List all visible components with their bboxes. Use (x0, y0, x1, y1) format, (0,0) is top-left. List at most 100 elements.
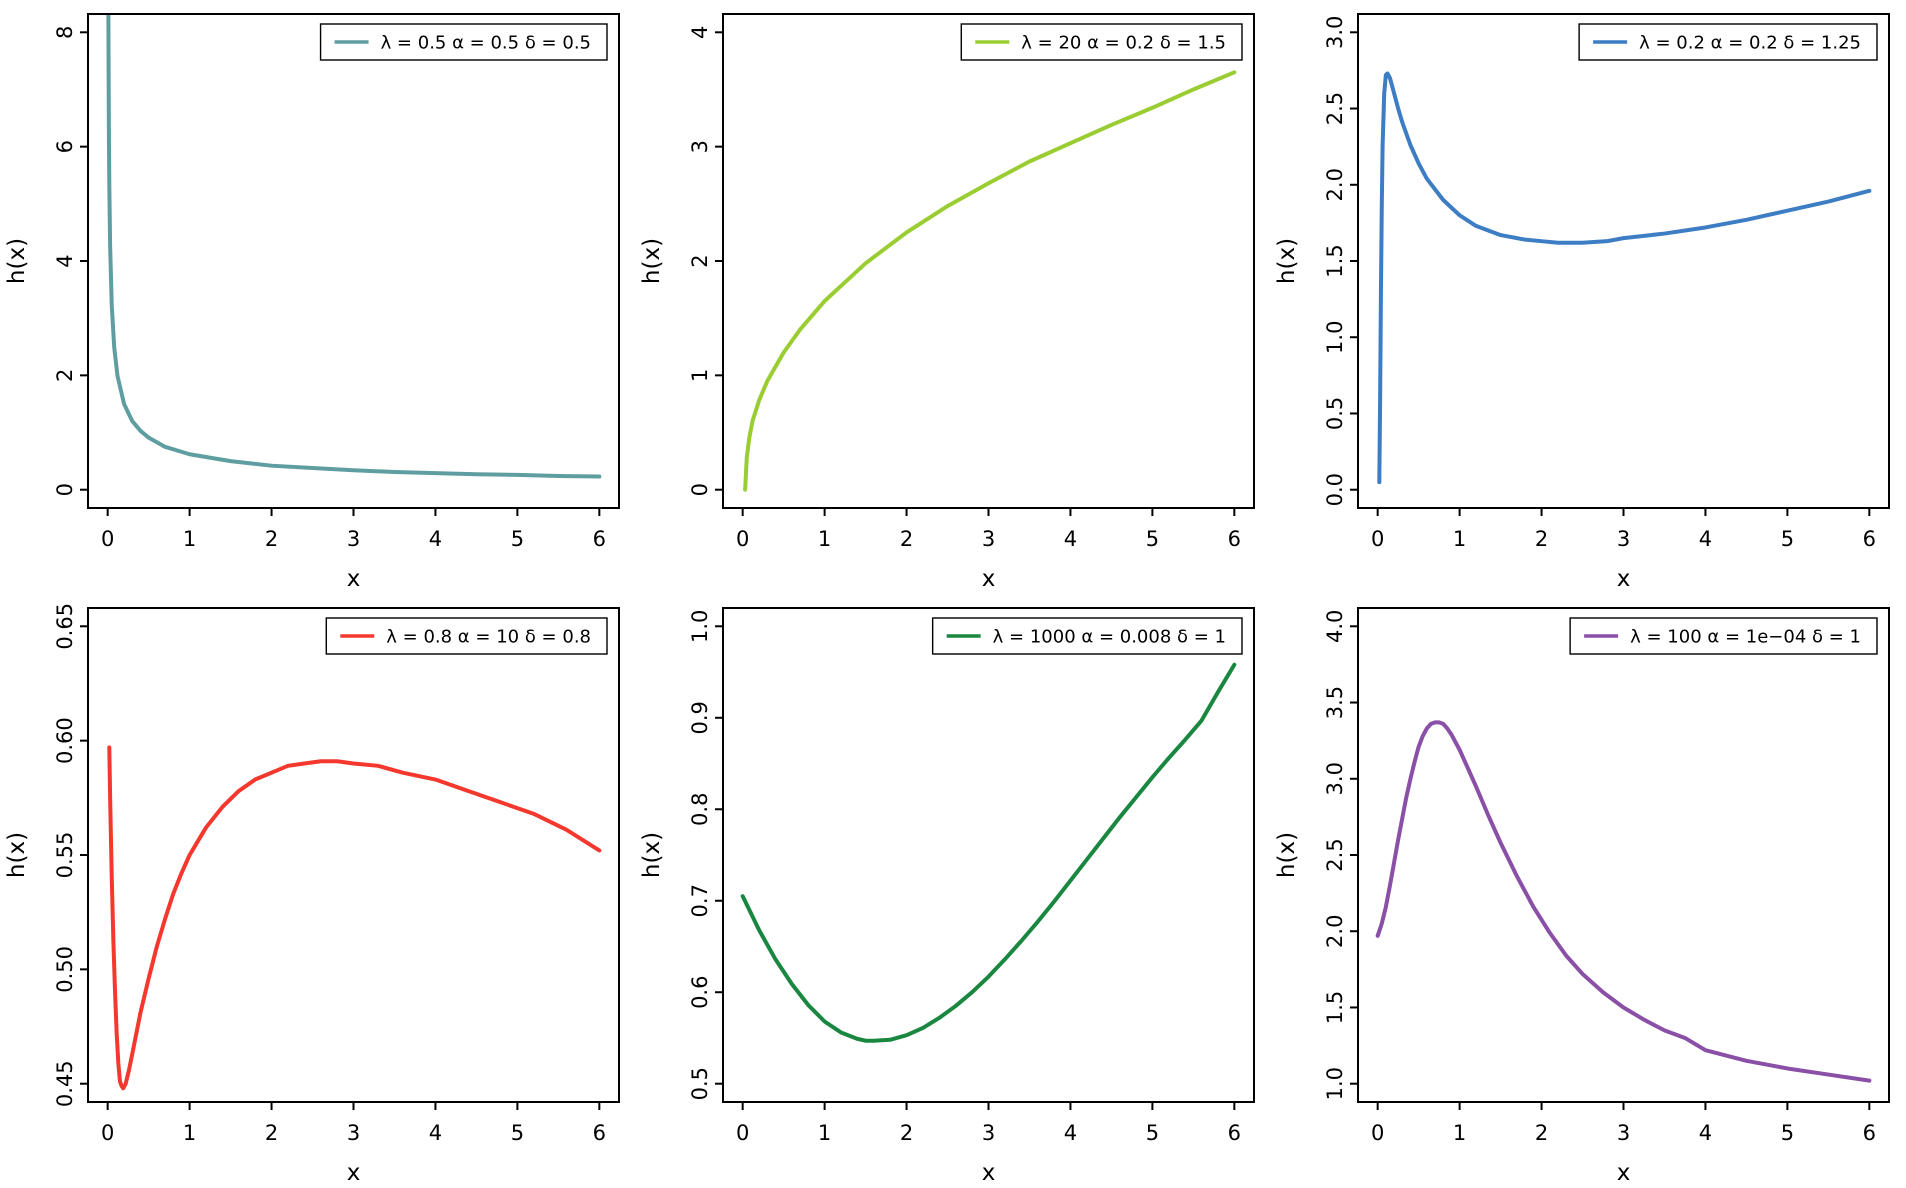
legend-box (1578, 23, 1878, 61)
y-tick-label: 0.7 (688, 884, 712, 917)
panel-background (0, 0, 635, 594)
y-tick-label: 1.5 (1323, 244, 1347, 277)
x-tick-label: 0 (1371, 527, 1384, 551)
x-tick-label: 1 (1453, 527, 1466, 551)
y-tick-label: 0.8 (688, 793, 712, 826)
x-tick-label: 1 (1453, 1121, 1466, 1145)
x-axis-label: x (1617, 566, 1631, 592)
y-tick-label: 2.5 (1323, 838, 1347, 871)
legend: λ = 1000 α = 0.008 δ = 1 (931, 617, 1243, 655)
panel-background (0, 594, 635, 1188)
x-tick-label: 2 (1535, 1121, 1548, 1145)
y-tick-label: 4 (688, 26, 712, 39)
y-axis: 0.5 0.6 0.7 0.8 0.9 1.0 (688, 610, 723, 1100)
hazard-chart-5-svg: 0 1 2 3 4 5 6 0.5 0.6 0.7 0.8 0.9 1.0 x h(x) λ = 1000 α… (635, 594, 1270, 1188)
legend: λ = 100 α = 1e−04 δ = 1 (1569, 617, 1878, 655)
x-axis-label: x (982, 1160, 996, 1186)
x-tick-label: 2 (900, 527, 913, 551)
x-tick-label: 1 (818, 527, 831, 551)
x-tick-label: 6 (593, 527, 606, 551)
x-tick-label: 6 (1228, 527, 1241, 551)
legend-box (931, 617, 1243, 655)
x-axis-label: x (982, 566, 996, 592)
y-tick-label: 2.0 (1323, 168, 1347, 201)
y-tick-label: 0.45 (53, 1060, 77, 1107)
y-tick-label: 0.6 (688, 976, 712, 1009)
x-axis: 0 1 2 3 4 5 6 (736, 508, 1241, 551)
x-tick-label: 4 (1064, 527, 1077, 551)
hazard-panel-4: 0 1 2 3 4 5 6 0.45 0.50 0.55 0.60 0.65 x h(x) λ = 0.8 … (0, 594, 635, 1188)
y-axis: 0 1 2 3 4 (688, 26, 723, 496)
x-axis-label: x (347, 1160, 361, 1186)
y-tick-label: 1.0 (1323, 1067, 1347, 1100)
x-tick-label: 3 (1617, 527, 1630, 551)
y-tick-label: 0.5 (1323, 397, 1347, 430)
legend-label: λ = 20 α = 0.2 δ = 1.5 (1021, 33, 1226, 54)
y-tick-label: 3.5 (1323, 686, 1347, 719)
x-tick-label: 5 (1781, 527, 1794, 551)
x-tick-label: 5 (511, 1121, 524, 1145)
y-tick-label: 6 (53, 140, 77, 153)
y-tick-label: 3 (688, 140, 712, 153)
x-tick-label: 0 (1371, 1121, 1384, 1145)
y-tick-label: 0.55 (53, 832, 77, 879)
x-tick-label: 0 (101, 527, 114, 551)
y-tick-label: 4.0 (1323, 610, 1347, 643)
hazard-panel-5: 0 1 2 3 4 5 6 0.5 0.6 0.7 0.8 0.9 1.0 x h(x) λ = 1000 α… (635, 594, 1270, 1188)
x-tick-label: 6 (1863, 1121, 1876, 1145)
x-tick-label: 2 (900, 1121, 913, 1145)
hazard-chart-4-svg: 0 1 2 3 4 5 6 0.45 0.50 0.55 0.60 0.65 x h(x) λ = 0.8 … (0, 594, 635, 1188)
x-axis: 0 1 2 3 4 5 6 (1371, 1102, 1876, 1145)
panel-background (1270, 594, 1905, 1188)
series-line (743, 70, 1237, 492)
legend: λ = 0.5 α = 0.5 δ = 0.5 (319, 23, 608, 61)
hazard-panel-6: 0 1 2 3 4 5 6 1.0 1.5 2.0 2.5 3.0 3.5 4.0 x h(x) λ = 100… (1270, 594, 1905, 1188)
series-line (106, 14, 602, 479)
series-line (1375, 720, 1872, 1083)
y-tick-label: 1.0 (1323, 321, 1347, 354)
hazard-panel-3: 0 1 2 3 4 5 6 0.0 0.5 1.0 1.5 2.0 2.5 3.0 x h(x) λ = 0.2… (1270, 0, 1905, 594)
y-tick-label: 0 (688, 483, 712, 496)
x-tick-label: 3 (347, 527, 360, 551)
series-line (107, 745, 602, 1091)
x-tick-label: 6 (1228, 1121, 1241, 1145)
x-tick-label: 4 (1699, 1121, 1712, 1145)
y-tick-label: 0.9 (688, 701, 712, 734)
legend-label: λ = 0.8 α = 10 δ = 0.8 (386, 627, 591, 648)
y-tick-label: 2.0 (1323, 915, 1347, 948)
legend-label: λ = 0.2 α = 0.2 δ = 1.25 (1639, 33, 1861, 54)
x-axis-label: x (347, 566, 361, 592)
hazard-chart-3-svg: 0 1 2 3 4 5 6 0.0 0.5 1.0 1.5 2.0 2.5 3.0 x h(x) λ = 0.2… (1270, 0, 1905, 594)
y-tick-label: 1 (688, 369, 712, 382)
x-tick-label: 0 (101, 1121, 114, 1145)
panel-background (1270, 0, 1905, 594)
y-axis-label: h(x) (4, 832, 30, 878)
series-line (740, 662, 1237, 1043)
y-tick-label: 4 (53, 254, 77, 267)
x-tick-label: 3 (982, 527, 995, 551)
y-tick-label: 2 (688, 254, 712, 267)
y-tick-label: 3.0 (1323, 762, 1347, 795)
x-tick-label: 1 (183, 527, 196, 551)
panel-background (635, 594, 1270, 1188)
y-axis-label: h(x) (1274, 832, 1300, 878)
x-tick-label: 6 (593, 1121, 606, 1145)
y-tick-label: 8 (53, 26, 77, 39)
x-axis: 0 1 2 3 4 5 6 (101, 508, 606, 551)
y-axis: 0 2 4 6 8 (53, 26, 88, 496)
x-tick-label: 5 (1146, 1121, 1159, 1145)
legend-label: λ = 100 α = 1e−04 δ = 1 (1630, 627, 1861, 648)
y-tick-label: 0.65 (53, 603, 77, 650)
y-tick-label: 0.60 (53, 717, 77, 764)
x-tick-label: 5 (511, 527, 524, 551)
y-axis-label: h(x) (1274, 238, 1300, 284)
x-tick-label: 5 (1781, 1121, 1794, 1145)
y-axis-label: h(x) (4, 238, 30, 284)
y-tick-label: 1.0 (688, 610, 712, 643)
legend-label: λ = 0.5 α = 0.5 δ = 0.5 (381, 33, 591, 54)
x-tick-label: 1 (818, 1121, 831, 1145)
y-tick-label: 0.50 (53, 946, 77, 993)
x-tick-label: 0 (736, 1121, 749, 1145)
legend: λ = 0.2 α = 0.2 δ = 1.25 (1578, 23, 1878, 61)
legend: λ = 0.8 α = 10 δ = 0.8 (325, 617, 608, 655)
